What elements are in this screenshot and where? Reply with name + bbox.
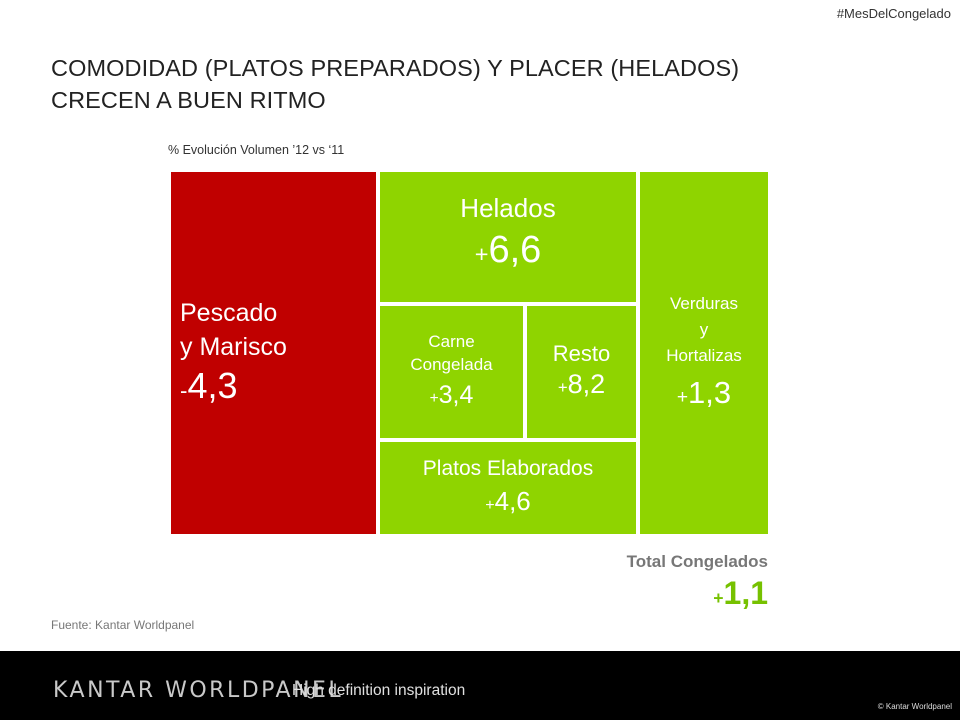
tile-label: Pescado <box>180 298 278 327</box>
hashtag: #MesDelCongelado <box>836 6 951 21</box>
total-label: Total Congelados <box>626 552 768 571</box>
tile-value: +1,3 <box>677 375 731 416</box>
tile-label: Platos Elaborados <box>422 457 594 480</box>
tile-value-number: 4,3 <box>187 364 238 406</box>
tile-value-sign: + <box>474 241 489 267</box>
tile-value-sign: + <box>557 378 568 397</box>
tile-value: +4,6 <box>485 485 531 521</box>
tile-verduras-hortalizas: Verduras y Hortalizas +1,3 <box>640 172 768 534</box>
page-title: COMODIDAD (PLATOS PREPARADOS) Y PLACER (… <box>51 52 871 116</box>
tile-value-sign: - <box>180 377 188 403</box>
source-note: Fuente: Kantar Worldpanel <box>51 618 195 632</box>
tile-value-sign: + <box>676 386 689 408</box>
tile-label: Hortalizas <box>666 345 742 365</box>
tile-value-number: 4,6 <box>494 486 531 516</box>
title-line-2: CRECEN A BUEN RITMO <box>51 87 326 113</box>
tile-label: y Marisco <box>180 332 287 361</box>
tile-label: Congelada <box>410 355 493 374</box>
total-number: 1,1 <box>723 575 768 611</box>
tile-label: Verduras <box>669 293 739 313</box>
tile-resto: Resto +8,2 <box>527 306 636 438</box>
tile-value: +8,2 <box>558 368 605 404</box>
footer-bar: KANTAR WORLDPANEL High definition inspir… <box>0 651 960 720</box>
brand-logo: KANTAR WORLDPANEL <box>53 678 344 703</box>
title-line-1: COMODIDAD (PLATOS PREPARADOS) Y PLACER (… <box>51 55 740 81</box>
tile-value: +3,4 <box>430 380 474 414</box>
tile-value-sign: + <box>485 496 495 514</box>
copyright: © Kantar Worldpanel <box>877 702 952 711</box>
tile-label: Carne <box>428 332 475 351</box>
tile-helados: Helados +6,6 <box>380 172 636 302</box>
tile-value-number: 1,3 <box>688 374 732 410</box>
tile-platos-elaborados: Platos Elaborados +4,6 <box>380 442 636 534</box>
tile-pescado-marisco: Pescado y Marisco -4,3 <box>171 172 376 534</box>
tile-value: +6,6 <box>475 227 542 277</box>
tile-label: Helados <box>460 193 556 223</box>
tile-carne-congelada: Carne Congelada +3,4 <box>380 306 523 438</box>
tile-value-sign: + <box>429 390 439 407</box>
total-value: +1,1 <box>713 575 768 612</box>
tile-value: -4,3 <box>180 364 238 411</box>
tile-value-number: 3,4 <box>438 381 474 409</box>
tile-value-number: 6,6 <box>488 229 542 271</box>
total-sign: + <box>713 588 724 608</box>
tile-value-number: 8,2 <box>567 369 606 399</box>
chart-subtitle: % Evolución Volumen ’12 vs ‘11 <box>168 143 345 157</box>
tile-label: Resto <box>552 341 611 366</box>
tile-label: y <box>699 319 709 339</box>
brand-tagline: High definition inspiration <box>292 682 466 699</box>
